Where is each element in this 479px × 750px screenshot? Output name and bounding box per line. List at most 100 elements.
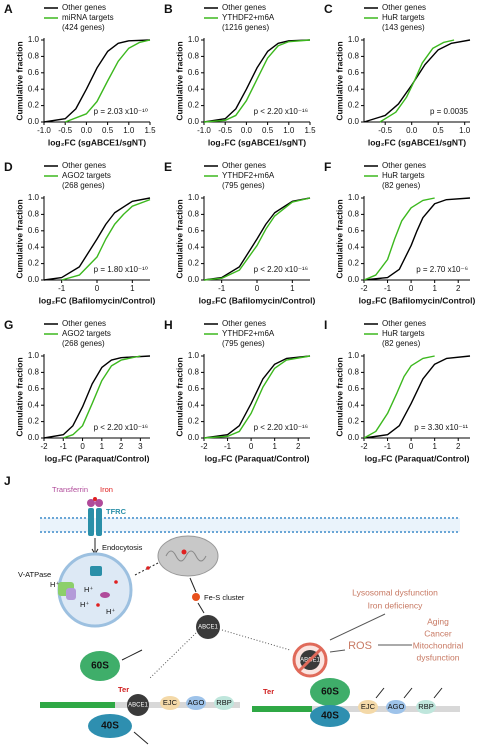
inhibition-line — [329, 613, 386, 641]
x-axis-title: log₂FC (Bafilomycin/Control) — [199, 295, 316, 305]
y-tick-label: 0.6 — [188, 226, 200, 235]
y-tick-label: 0.8 — [348, 210, 360, 219]
annotation: p = 2.70 x10⁻⁶ — [416, 265, 468, 274]
cdf-line — [363, 39, 471, 123]
x-axis-title: log₂FC (Paraquat/Control) — [365, 453, 470, 463]
y-tick-label: 0.8 — [28, 52, 40, 61]
y-tick-label: 1.0 — [28, 35, 40, 44]
ter-label: Ter — [263, 687, 274, 696]
y-tick-label: 0.6 — [188, 384, 200, 393]
panel-label: H — [164, 318, 173, 332]
cdf-line — [203, 197, 311, 281]
cdf-line — [379, 39, 455, 123]
arrow — [197, 602, 205, 614]
x-tick-label: 0 — [80, 442, 85, 451]
y-tick-label: 0.4 — [28, 400, 40, 409]
cdf-line — [43, 39, 151, 123]
factor-label: RBP — [418, 702, 433, 711]
annotation: p = 3.30 x10⁻¹¹ — [414, 423, 468, 432]
condition-label: dysfunction — [417, 652, 460, 662]
stress-label: Iron deficiency — [368, 600, 424, 610]
receptor-icon — [88, 508, 94, 536]
legend-label: YTHDF2+m6A — [222, 171, 275, 180]
y-tick-label: 0.6 — [348, 68, 360, 77]
panel-label: D — [4, 160, 13, 174]
transferrin-icon — [87, 499, 95, 507]
y-tick-label: 0.2 — [28, 259, 40, 268]
y-axis-title: Cumulative fraction — [334, 41, 344, 120]
x-tick-label: 3 — [138, 442, 143, 451]
y-tick-label: 0.2 — [28, 101, 40, 110]
ribosome-40s — [88, 714, 132, 738]
y-axis-title: Cumulative fraction — [14, 41, 24, 120]
y-tick-label: 0.6 — [28, 226, 40, 235]
x-tick-label: 0.0 — [406, 126, 418, 135]
subunit-label: 60S — [91, 661, 109, 672]
x-tick-label: -2 — [40, 442, 48, 451]
y-tick-label: 1.0 — [188, 35, 200, 44]
proton-label: H⁺ — [80, 600, 89, 609]
y-tick-label: 0.4 — [28, 84, 40, 93]
x-tick-label: -1 — [384, 284, 392, 293]
x-tick-label: 1.0 — [123, 126, 135, 135]
legend-label: (268 genes) — [62, 339, 105, 348]
x-axis-title: log₂FC (sgABCE1/sgNT) — [208, 137, 306, 147]
iron-icon — [93, 497, 97, 501]
y-tick-label: 0.8 — [188, 210, 200, 219]
cdf-line — [43, 197, 151, 281]
y-tick-label: 0.6 — [348, 226, 360, 235]
factor-icon — [160, 696, 180, 710]
x-tick-label: 1.0 — [459, 126, 471, 135]
y-tick-label: 0.0 — [28, 275, 40, 284]
y-tick-label: 0.8 — [28, 368, 40, 377]
x-tick-label: 0.0 — [241, 126, 253, 135]
factor-icon — [358, 700, 378, 714]
iron-icon — [146, 566, 150, 570]
factor-label: AGO — [188, 698, 205, 707]
condition-label: Mitochondrial — [413, 640, 464, 650]
cdf-line — [61, 198, 151, 281]
x-tick-label: 0 — [249, 442, 254, 451]
legend-label: (795 genes) — [222, 339, 265, 348]
legend-label: Other genes — [382, 3, 426, 12]
legend-label: HuR targets — [382, 13, 425, 22]
proton-label: H⁺ — [84, 585, 93, 594]
iron-label: Iron — [100, 485, 113, 494]
annotation: p = 1.80 x10⁻¹⁰ — [94, 265, 148, 274]
abce1-icon — [196, 615, 220, 639]
factor-label: EJC — [163, 698, 178, 707]
legend-label: Other genes — [222, 319, 266, 328]
legend-label: (268 genes) — [62, 181, 105, 190]
x-tick-label: 0.5 — [433, 126, 445, 135]
legend-label: AGO2 targets — [62, 171, 111, 180]
panel-label: G — [4, 318, 13, 332]
y-tick-label: 0.0 — [348, 117, 360, 126]
y-tick-label: 0.0 — [28, 433, 40, 442]
legend-label: (82 genes) — [382, 181, 421, 190]
x-tick-label: -1 — [384, 442, 392, 451]
arrow — [133, 731, 149, 745]
arrow — [189, 577, 197, 593]
y-axis-title: Cumulative fraction — [334, 199, 344, 278]
y-tick-label: 0.0 — [348, 433, 360, 442]
cdf-line — [363, 355, 435, 439]
factor-label: RBP — [216, 698, 231, 707]
arrow — [149, 632, 197, 679]
x-tick-label: -1 — [218, 284, 226, 293]
x-tick-label: 0.5 — [262, 126, 274, 135]
y-tick-label: 0.0 — [348, 275, 360, 284]
y-tick-label: 0.8 — [28, 210, 40, 219]
cluster-label: Fe-S cluster — [204, 593, 245, 602]
legend-label: HuR targets — [382, 171, 425, 180]
cdf-line — [363, 355, 471, 439]
legend-label: miRNA targets — [62, 13, 114, 22]
ter-label: Ter — [118, 685, 129, 694]
annotation: p < 2.20 x10⁻¹⁶ — [254, 423, 308, 432]
membrane — [40, 518, 460, 532]
y-axis-title: Cumulative fraction — [174, 199, 184, 278]
y-tick-label: 0.8 — [348, 52, 360, 61]
y-tick-label: 0.8 — [188, 368, 200, 377]
legend-label: (1216 genes) — [222, 23, 269, 32]
cdf-line — [43, 355, 151, 439]
y-tick-label: 0.2 — [188, 259, 200, 268]
